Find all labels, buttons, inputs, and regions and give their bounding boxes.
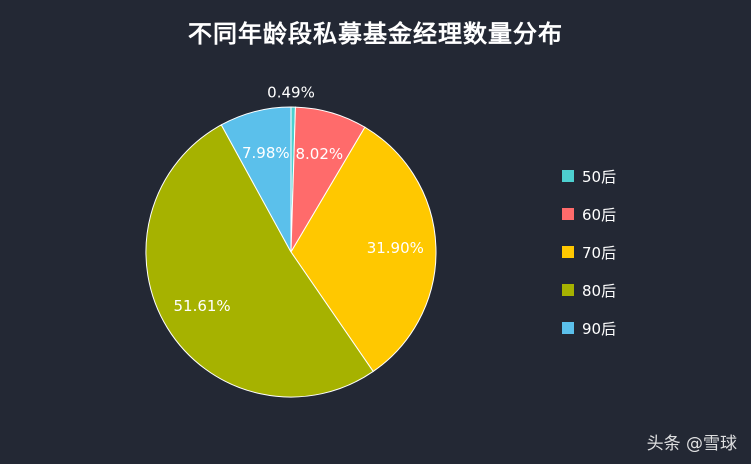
legend-swatch-90s — [562, 322, 574, 334]
chart-title: 不同年龄段私募基金经理数量分布 — [188, 20, 563, 48]
legend: 50后 60后 70后 80后 90后 — [562, 166, 616, 356]
data-label-90s: 7.98% — [242, 144, 290, 162]
legend-item-80s[interactable]: 80后 — [562, 280, 616, 300]
legend-label-70s: 70后 — [582, 243, 617, 262]
pie-slice-70s[interactable] — [290, 126, 437, 373]
legend-label-50s: 50后 — [582, 167, 617, 186]
data-label-80s: 51.61% — [173, 297, 230, 315]
legend-label-80s: 80后 — [582, 281, 617, 300]
legend-swatch-80s — [562, 284, 574, 296]
legend-label-60s: 60后 — [582, 205, 617, 224]
legend-swatch-70s — [562, 246, 574, 258]
legend-label-90s: 90后 — [582, 319, 617, 338]
legend-swatch-50s — [562, 170, 574, 182]
data-label-60s: 8.02% — [295, 145, 343, 163]
legend-swatch-60s — [562, 208, 574, 220]
watermark: 头条 @雪球 — [646, 434, 737, 454]
data-label-50s: 0.49% — [267, 84, 315, 102]
legend-item-60s[interactable]: 60后 — [562, 204, 616, 224]
data-label-70s: 31.90% — [367, 239, 424, 257]
pie-slice-80s[interactable] — [145, 124, 374, 398]
legend-item-90s[interactable]: 90后 — [562, 318, 616, 338]
pie-slice-90s[interactable] — [220, 106, 292, 253]
legend-item-50s[interactable]: 50后 — [562, 166, 616, 186]
legend-item-70s[interactable]: 70后 — [562, 242, 616, 262]
